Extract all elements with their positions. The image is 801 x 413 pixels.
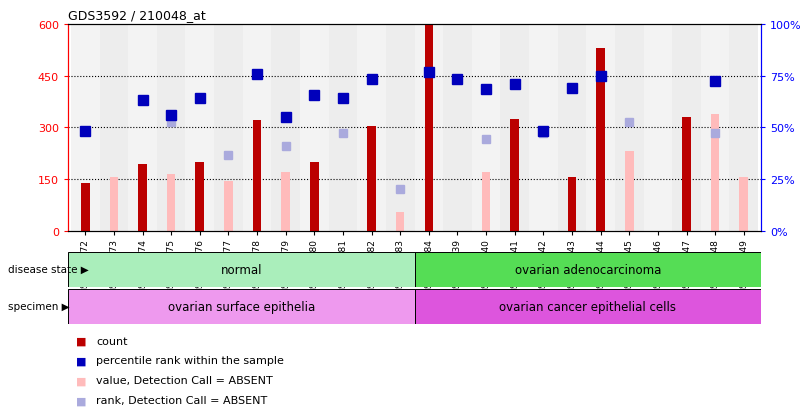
Bar: [357, 25, 386, 231]
Bar: [243, 25, 272, 231]
Bar: [253, 121, 261, 231]
Bar: [415, 252, 761, 287]
Bar: [81, 183, 90, 231]
Bar: [167, 174, 175, 231]
Bar: [615, 25, 643, 231]
Bar: [68, 289, 415, 324]
Bar: [368, 126, 376, 231]
Bar: [472, 25, 501, 231]
Text: ovarian adenocarcinoma: ovarian adenocarcinoma: [514, 263, 661, 276]
Bar: [415, 289, 761, 324]
Bar: [139, 164, 147, 231]
Bar: [224, 181, 233, 231]
Bar: [625, 152, 634, 231]
Bar: [701, 25, 730, 231]
Bar: [510, 119, 519, 231]
Bar: [415, 25, 443, 231]
Text: ■: ■: [76, 336, 87, 346]
Bar: [272, 25, 300, 231]
Text: ■: ■: [76, 375, 87, 385]
Bar: [328, 25, 357, 231]
Bar: [128, 25, 157, 231]
Bar: [557, 25, 586, 231]
Bar: [501, 25, 529, 231]
Bar: [443, 25, 472, 231]
Bar: [195, 162, 204, 231]
Bar: [386, 25, 414, 231]
Bar: [195, 174, 204, 231]
Text: specimen ▶: specimen ▶: [8, 301, 70, 312]
Bar: [682, 118, 690, 231]
Text: ovarian surface epithelia: ovarian surface epithelia: [167, 300, 315, 313]
Bar: [99, 25, 128, 231]
Bar: [110, 178, 119, 231]
Bar: [186, 25, 214, 231]
Text: ovarian cancer epithelial cells: ovarian cancer epithelial cells: [499, 300, 676, 313]
Bar: [300, 25, 328, 231]
Bar: [730, 25, 758, 231]
Text: normal: normal: [220, 263, 262, 276]
Bar: [739, 178, 748, 231]
Bar: [672, 25, 701, 231]
Bar: [71, 25, 99, 231]
Bar: [710, 114, 719, 231]
Bar: [310, 162, 319, 231]
Bar: [586, 25, 615, 231]
Bar: [214, 25, 243, 231]
Text: value, Detection Call = ABSENT: value, Detection Call = ABSENT: [96, 375, 273, 385]
Bar: [596, 49, 605, 231]
Bar: [157, 25, 186, 231]
Bar: [643, 25, 672, 231]
Text: ■: ■: [76, 356, 87, 366]
Text: percentile rank within the sample: percentile rank within the sample: [96, 356, 284, 366]
Bar: [529, 25, 557, 231]
Bar: [281, 173, 290, 231]
Bar: [425, 25, 433, 231]
Bar: [481, 173, 490, 231]
Text: rank, Detection Call = ABSENT: rank, Detection Call = ABSENT: [96, 395, 268, 405]
Text: disease state ▶: disease state ▶: [8, 264, 89, 275]
Bar: [68, 252, 415, 287]
Text: count: count: [96, 336, 127, 346]
Bar: [568, 178, 576, 231]
Bar: [396, 212, 405, 231]
Text: ■: ■: [76, 395, 87, 405]
Text: GDS3592 / 210048_at: GDS3592 / 210048_at: [68, 9, 206, 22]
